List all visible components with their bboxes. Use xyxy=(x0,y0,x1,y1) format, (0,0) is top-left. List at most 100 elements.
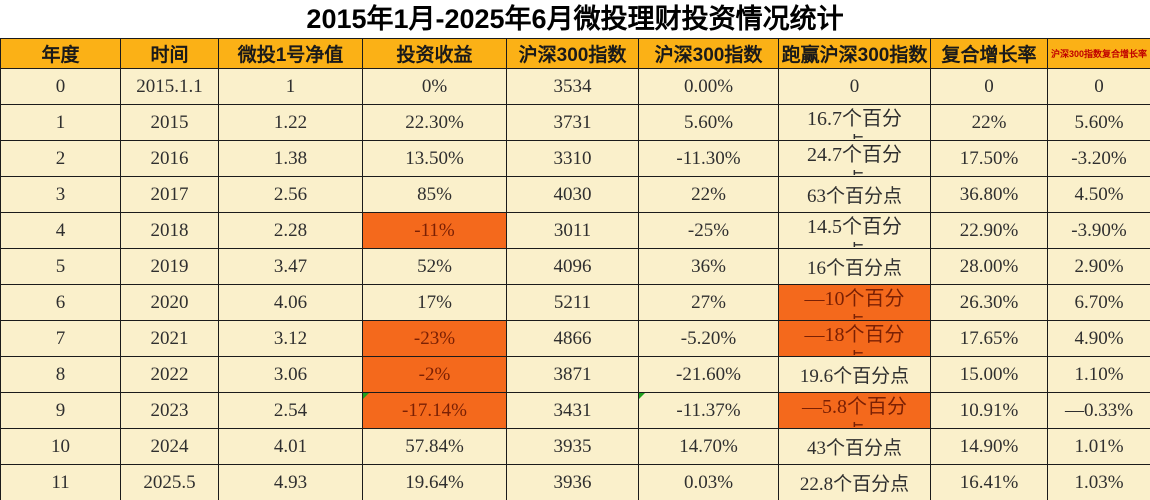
col-header: 跑赢沪深300指数 xyxy=(778,38,931,69)
cell: -11.30% xyxy=(638,140,779,177)
cell: 19.6个百分点 xyxy=(778,356,931,393)
cell: 4.50% xyxy=(1047,176,1150,213)
cell: —10个百分点 xyxy=(778,284,931,321)
table-row: 920232.54-17.14%3431-11.37%—5.8个百分点10.91… xyxy=(0,392,1150,429)
col-header: 时间 xyxy=(120,38,219,69)
cell: 6 xyxy=(0,284,121,321)
cell: 0% xyxy=(362,68,507,105)
green-corner-marker-icon xyxy=(639,393,645,399)
cell: 0.00% xyxy=(638,68,779,105)
cell: 5.60% xyxy=(638,104,779,141)
table-row: 11 2025.5 4.93 19.64% 3936 0.03% 22.8个百分点 16.41… xyxy=(0,464,1150,500)
cell: 4 xyxy=(0,212,121,249)
table-row: 10 2024 4.01 57.84% 3935 14.70% 43个百分点 14.90% 1.… xyxy=(0,428,1150,465)
cell: 22.90% xyxy=(930,212,1048,249)
cell: 28.00% xyxy=(930,248,1048,285)
cell: 36% xyxy=(638,248,779,285)
cell: 2025.5 xyxy=(120,464,219,500)
col-header: 沪深300指数复合增长率 xyxy=(1047,38,1150,69)
cell: 2.56 xyxy=(218,176,363,213)
table-body: 0 2015.1.1 1 0% 3534 0.00% 0 0 0 1 2015 1.22 22.30% 3… xyxy=(0,68,1150,500)
cell: 2023 xyxy=(120,392,219,429)
cell: 26.30% xyxy=(930,284,1048,321)
table-row: 220161.3813.50%3310-11.30%24.7个百分点17.50%… xyxy=(0,140,1150,177)
cell: 15.00% xyxy=(930,356,1048,393)
page-title: 2015年1月-2025年6月微投理财投资情况统计 xyxy=(306,4,844,34)
table-row: 8 2022 3.06 -2% 3871 -21.60% 19.6个百分点 15.00% 1.1… xyxy=(0,356,1150,393)
col-header: 沪深300指数 xyxy=(506,38,639,69)
cell: 2019 xyxy=(120,248,219,285)
cell: 3.47 xyxy=(218,248,363,285)
cell: 63个百分点 xyxy=(778,176,931,213)
cell: 17% xyxy=(362,284,507,321)
cell: 2022 xyxy=(120,356,219,393)
cell: -17.14% xyxy=(362,392,507,429)
cell: 13.50% xyxy=(362,140,507,177)
table-row: 5 2019 3.47 52% 4096 36% 16个百分点 28.00% 2.90% xyxy=(0,248,1150,285)
table-row: 720213.12-23%4866-5.20%—18个百分点17.65%4.90… xyxy=(0,320,1150,357)
cell: 14.70% xyxy=(638,428,779,465)
cell: 1 xyxy=(218,68,363,105)
cell: 1.03% xyxy=(1047,464,1150,500)
cell: 2.90% xyxy=(1047,248,1150,285)
cell: 0 xyxy=(778,68,931,105)
col-header: 年度 xyxy=(0,38,121,69)
cell: 52% xyxy=(362,248,507,285)
cell: 4096 xyxy=(506,248,639,285)
cell: 4.90% xyxy=(1047,320,1150,357)
cell: 57.84% xyxy=(362,428,507,465)
cell: 22.30% xyxy=(362,104,507,141)
cell: 17.65% xyxy=(930,320,1048,357)
cell: 6.70% xyxy=(1047,284,1150,321)
cell: 16.41% xyxy=(930,464,1048,500)
cell: 3936 xyxy=(506,464,639,500)
cell: -2% xyxy=(362,356,507,393)
cell: 3431 xyxy=(506,392,639,429)
cell: 9 xyxy=(0,392,121,429)
cell: 3.06 xyxy=(218,356,363,393)
cell: 7 xyxy=(0,320,121,357)
cell: 10.91% xyxy=(930,392,1048,429)
cell: 8 xyxy=(0,356,121,393)
cell: 0 xyxy=(0,68,121,105)
cell: 2021 xyxy=(120,320,219,357)
cell: —5.8个百分点 xyxy=(778,392,931,429)
cell: 5 xyxy=(0,248,121,285)
cell: 3534 xyxy=(506,68,639,105)
cell: 22.8个百分点 xyxy=(778,464,931,500)
col-header: 沪深300指数 xyxy=(638,38,779,69)
cell: -3.90% xyxy=(1047,212,1150,249)
col-header: 微投1号净值 xyxy=(218,38,363,69)
stats-table: 年度 时间 微投1号净值 投资收益 沪深300指数 沪深300指数 跑赢沪深300指数 复合增… xyxy=(0,38,1150,500)
cell: 4030 xyxy=(506,176,639,213)
col-header: 投资收益 xyxy=(362,38,507,69)
cell: 24.7个百分点 xyxy=(778,140,931,177)
cell: -23% xyxy=(362,320,507,357)
green-corner-marker-icon xyxy=(363,393,369,399)
cell: 27% xyxy=(638,284,779,321)
cell: 2024 xyxy=(120,428,219,465)
cell: 10 xyxy=(0,428,121,465)
cell: 2020 xyxy=(120,284,219,321)
cell: 4866 xyxy=(506,320,639,357)
cell: 0.03% xyxy=(638,464,779,500)
cell: 2015 xyxy=(120,104,219,141)
cell: 19.64% xyxy=(362,464,507,500)
cell: 4.06 xyxy=(218,284,363,321)
cell: 1 xyxy=(0,104,121,141)
cell: 14.5个百分点 xyxy=(778,212,931,249)
header-row: 年度 时间 微投1号净值 投资收益 沪深300指数 沪深300指数 跑赢沪深300指数 复合增… xyxy=(0,38,1150,69)
table-row: 3 2017 2.56 85% 4030 22% 63个百分点 36.80% 4.50% xyxy=(0,176,1150,213)
table-row: 420182.28-11%3011-25%14.5个百分点22.90%-3.90… xyxy=(0,212,1150,249)
col-header: 复合增长率 xyxy=(930,38,1048,69)
cell: 3935 xyxy=(506,428,639,465)
cell: 14.90% xyxy=(930,428,1048,465)
cell: 3871 xyxy=(506,356,639,393)
cell: 22% xyxy=(930,104,1048,141)
cell: -25% xyxy=(638,212,779,249)
cell: 4.93 xyxy=(218,464,363,500)
cell: 17.50% xyxy=(930,140,1048,177)
cell: 16个百分点 xyxy=(778,248,931,285)
